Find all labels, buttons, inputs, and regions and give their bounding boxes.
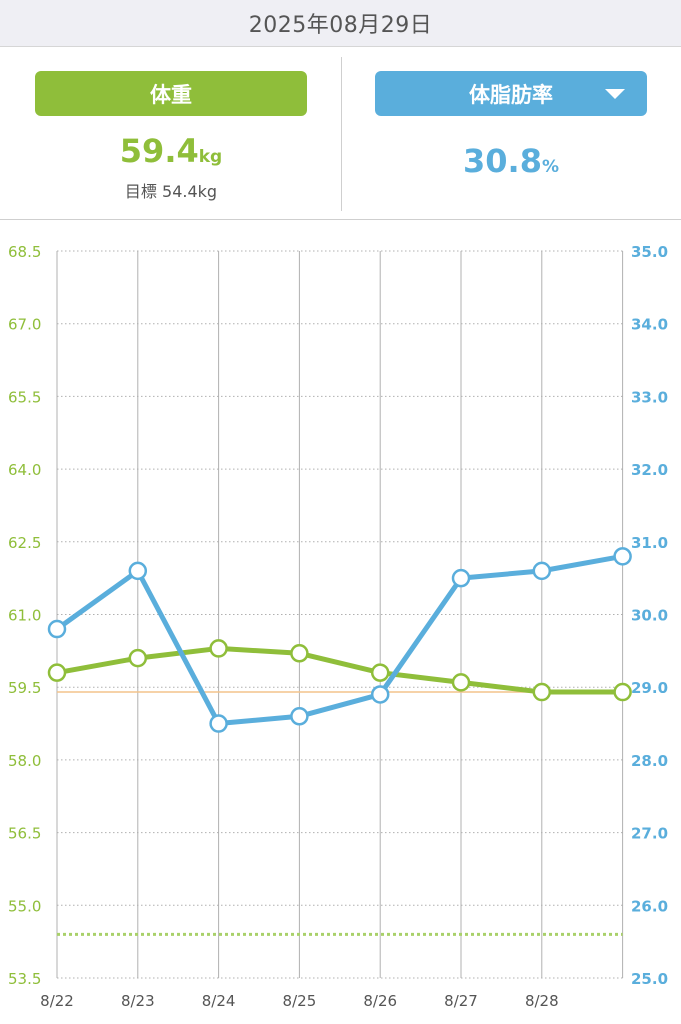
weight-panel: 体重 59.4kg 目標 54.4kg [35, 71, 307, 202]
fat-data-point [532, 561, 552, 581]
y-left-tick-label: 59.5 [8, 679, 41, 697]
y-left-tick-label: 62.5 [8, 534, 41, 552]
goal-value: 54.4kg [162, 182, 218, 201]
y-right-tick-label: 35.0 [631, 243, 668, 261]
y-right-tick-label: 26.0 [631, 897, 668, 915]
weight-tab-label: 体重 [150, 82, 192, 107]
dropdown-triangle-icon [605, 89, 625, 99]
x-tick-label: 8/26 [363, 992, 397, 1010]
y-left-tick-label: 68.5 [8, 243, 41, 261]
fat-data-point [451, 568, 471, 588]
weight-unit: kg [198, 147, 223, 167]
x-tick-label: 8/24 [202, 992, 236, 1010]
x-tick-label: 8/27 [444, 992, 478, 1010]
weight-data-point [532, 682, 552, 702]
y-right-tick-label: 25.0 [631, 970, 668, 988]
y-left-tick-label: 53.5 [8, 970, 41, 988]
goal-weight: 目標 54.4kg [35, 178, 307, 202]
x-tick-label: 8/23 [121, 992, 155, 1010]
summary-divider [341, 57, 342, 211]
weight-value: 59.4kg [35, 132, 307, 170]
fat-metric-dropdown[interactable]: 体脂肪率 [375, 71, 647, 116]
y-left-tick-label: 67.0 [8, 316, 41, 334]
weight-tab-button[interactable]: 体重 [35, 71, 307, 116]
weight-series-line [56, 645, 623, 695]
fat-data-point [613, 547, 632, 566]
y-right-tick-label: 27.0 [631, 825, 668, 843]
y-left-tick-label: 58.0 [8, 752, 41, 770]
weight-data-point [290, 644, 309, 663]
weight-data-point [451, 673, 471, 692]
weight-fat-chart[interactable]: 53.5 55.0 56.5 58.0 59.5 61.0 62.5 64.0 65.5 67.0… [0, 220, 681, 1024]
fat-value: 30.8% [375, 142, 647, 180]
fat-number: 30.8 [463, 142, 542, 180]
fat-unit: % [541, 157, 559, 177]
y-left-tick-label: 55.0 [8, 897, 41, 915]
y-right-tick-label: 34.0 [631, 316, 668, 334]
y-right-tick-label: 30.0 [631, 607, 668, 625]
y-left-tick-label: 61.0 [8, 607, 41, 625]
date-label: 2025年08月29日 [248, 13, 433, 38]
chart-svg: 53.5 55.0 56.5 58.0 59.5 61.0 62.5 64.0 65.5 67.0… [8, 243, 668, 1010]
weight-number: 59.4 [119, 132, 199, 170]
goal-label: 目標 [124, 182, 157, 201]
weight-data-point [128, 648, 148, 668]
y-left-tick-label: 65.5 [8, 388, 41, 406]
fat-data-point [209, 714, 228, 733]
weight-data-point [47, 663, 67, 682]
fat-data-point [370, 685, 390, 704]
y-left-tick-label: 64.0 [8, 461, 41, 479]
y-right-tick-label: 29.0 [631, 679, 668, 697]
x-tick-label: 8/22 [40, 992, 74, 1010]
y-right-tick-label: 32.0 [631, 461, 668, 479]
date-header: 2025年08月29日 [0, 0, 681, 47]
fat-data-point [47, 619, 67, 639]
fat-series-line [55, 553, 624, 727]
weight-data-point [613, 682, 632, 702]
weight-data-point [370, 663, 390, 682]
y-left-tick-label: 56.5 [8, 825, 41, 843]
fat-dropdown-label: 体脂肪率 [469, 82, 553, 107]
x-tick-label: 8/28 [525, 992, 559, 1010]
y-right-tick-label: 33.0 [631, 388, 668, 406]
fat-data-point [128, 561, 148, 581]
y-right-tick-label: 28.0 [631, 752, 668, 770]
summary-panel: 体重 59.4kg 目標 54.4kg 体脂肪率 30.8% [0, 47, 681, 220]
fat-panel: 体脂肪率 30.8% [375, 71, 647, 180]
y-right-tick-label: 31.0 [631, 534, 668, 552]
weight-data-point [209, 639, 228, 658]
x-tick-label: 8/25 [283, 992, 317, 1010]
fat-data-point [290, 707, 309, 726]
